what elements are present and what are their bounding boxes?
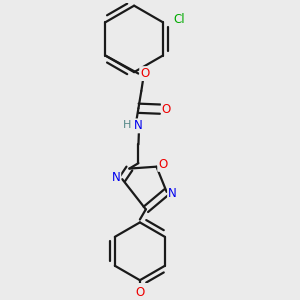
Text: Cl: Cl (173, 14, 184, 26)
Text: H: H (123, 120, 131, 130)
Text: O: O (158, 158, 167, 171)
Text: N: N (168, 187, 177, 200)
Text: N: N (112, 171, 120, 184)
Text: O: O (140, 67, 149, 80)
Text: O: O (162, 103, 171, 116)
Text: N: N (134, 119, 143, 132)
Text: O: O (135, 286, 145, 299)
